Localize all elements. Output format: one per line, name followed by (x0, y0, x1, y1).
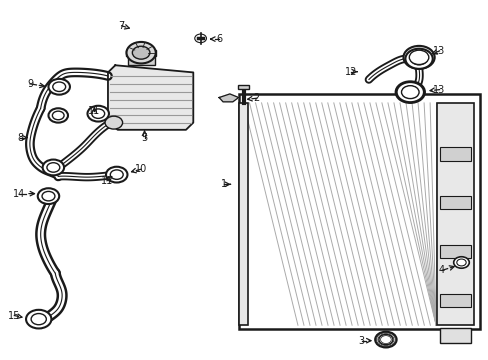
Text: 4: 4 (438, 265, 444, 275)
Circle shape (453, 257, 468, 268)
Bar (238, 103, 248, 325)
Circle shape (31, 314, 46, 325)
Text: 13: 13 (432, 85, 445, 95)
Bar (439, 294, 470, 307)
Text: 12: 12 (344, 67, 356, 77)
Circle shape (405, 49, 432, 69)
Text: 11: 11 (101, 176, 113, 186)
Bar (436, 103, 473, 325)
Bar (439, 196, 470, 210)
Bar (128, 53, 155, 65)
Bar (126, 50, 156, 55)
Circle shape (401, 86, 418, 98)
Circle shape (110, 170, 123, 179)
Circle shape (106, 167, 127, 183)
Bar (237, 85, 249, 89)
Circle shape (105, 116, 122, 129)
Circle shape (132, 46, 150, 59)
Text: 11: 11 (88, 106, 100, 116)
Text: 14: 14 (13, 189, 25, 199)
Circle shape (42, 192, 55, 201)
Text: 13: 13 (432, 46, 445, 56)
Circle shape (374, 332, 396, 347)
Circle shape (52, 111, 64, 120)
Text: 8: 8 (17, 133, 23, 143)
Circle shape (87, 106, 109, 122)
Text: 3: 3 (358, 336, 364, 346)
Text: 15: 15 (8, 311, 20, 320)
Circle shape (378, 334, 392, 345)
Text: 9: 9 (27, 79, 33, 89)
Bar (238, 94, 479, 329)
Bar (439, 147, 470, 161)
Polygon shape (108, 65, 193, 130)
Circle shape (48, 108, 68, 123)
Text: 6: 6 (216, 34, 222, 44)
Circle shape (42, 159, 64, 175)
Circle shape (53, 82, 65, 91)
Circle shape (126, 42, 156, 63)
Bar (439, 245, 470, 258)
Circle shape (456, 259, 465, 266)
Text: 1: 1 (221, 179, 226, 189)
Circle shape (395, 81, 424, 103)
Text: 5: 5 (141, 133, 147, 143)
Circle shape (47, 163, 60, 172)
Text: 2: 2 (253, 93, 259, 103)
Bar (439, 328, 470, 343)
Circle shape (48, 79, 70, 95)
Text: 7: 7 (118, 21, 124, 31)
Polygon shape (219, 94, 238, 102)
Circle shape (401, 86, 418, 99)
Circle shape (403, 46, 434, 69)
Circle shape (92, 109, 104, 118)
Circle shape (396, 82, 423, 102)
Circle shape (408, 50, 428, 64)
Circle shape (38, 188, 59, 204)
Circle shape (410, 53, 427, 65)
Circle shape (26, 310, 51, 328)
Text: 10: 10 (135, 164, 147, 174)
